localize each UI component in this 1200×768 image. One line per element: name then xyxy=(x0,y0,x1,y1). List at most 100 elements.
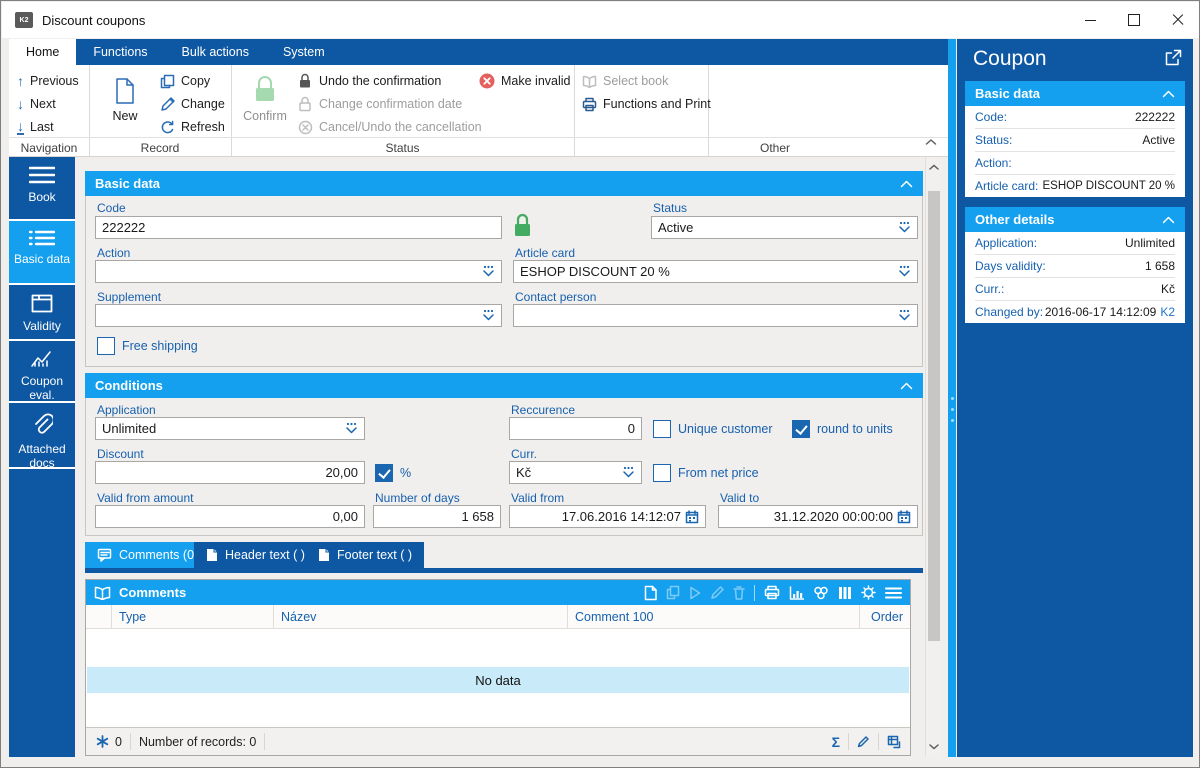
calendar-icon[interactable] xyxy=(685,509,699,524)
new-record-icon[interactable] xyxy=(644,585,657,601)
discount-field[interactable]: 20,00 xyxy=(95,461,365,484)
select-book-button[interactable]: Select book xyxy=(581,70,668,92)
chevron-up-icon[interactable] xyxy=(900,180,913,188)
grid-menu-icon[interactable] xyxy=(885,587,902,599)
gears-icon[interactable] xyxy=(813,586,829,600)
footer-separator xyxy=(264,733,266,750)
sum-icon[interactable]: Σ xyxy=(831,733,840,750)
printer-icon xyxy=(581,96,597,112)
dropdown-icon[interactable] xyxy=(345,422,358,435)
previous-button[interactable]: ↑ Previous xyxy=(17,73,79,89)
panel-basic-data-header[interactable]: Basic data xyxy=(965,81,1185,106)
columns-icon[interactable] xyxy=(838,586,852,600)
make-invalid-button[interactable]: Make invalid xyxy=(479,70,570,92)
edit-record-icon[interactable] xyxy=(710,585,724,600)
grid-settings-icon[interactable] xyxy=(861,585,876,600)
new-document-icon xyxy=(114,69,136,105)
valid-from-amount-field[interactable]: 0,00 xyxy=(95,505,365,528)
sidebar-item-basic-data[interactable]: Basic data xyxy=(9,221,75,285)
chevron-up-icon[interactable] xyxy=(1162,90,1175,98)
vertical-scrollbar[interactable] xyxy=(925,157,941,757)
code-field[interactable]: 222222 xyxy=(95,216,502,239)
run-icon[interactable] xyxy=(689,586,701,600)
arrow-up-icon: ↑ xyxy=(17,73,24,89)
cancel-undo-cancellation-button[interactable]: Cancel/Undo the cancellation xyxy=(297,116,482,138)
dropdown-icon[interactable] xyxy=(898,265,911,278)
column-nazev[interactable]: Název xyxy=(274,605,568,628)
last-button[interactable]: ↓ Last xyxy=(17,118,54,135)
tab-home[interactable]: Home xyxy=(9,39,77,65)
copy-button[interactable]: Copy xyxy=(159,70,210,92)
ribbon: ↑ Previous ↓ Next ↓ Last Navigation New … xyxy=(9,65,948,157)
tab-comments[interactable]: Comments (0) xyxy=(85,542,211,568)
tab-system[interactable]: System xyxy=(282,45,325,59)
calendar-icon[interactable] xyxy=(897,509,911,524)
panel-splitter[interactable] xyxy=(948,39,956,757)
sidebar-item-validity[interactable]: Validity xyxy=(9,285,75,341)
scrollbar-thumb[interactable] xyxy=(928,191,940,641)
print-icon[interactable] xyxy=(764,585,780,600)
tab-bulk-actions[interactable]: Bulk actions xyxy=(181,45,249,59)
discount-label: Discount xyxy=(97,447,144,461)
round-to-units-checkbox[interactable]: round to units xyxy=(792,420,893,438)
dropdown-icon[interactable] xyxy=(482,265,495,278)
supplement-dropdown[interactable] xyxy=(95,304,502,327)
open-in-window-icon[interactable] xyxy=(1165,49,1182,66)
free-shipping-checkbox[interactable]: Free shipping xyxy=(97,337,198,355)
edit-cell-icon[interactable] xyxy=(857,735,870,748)
column-type[interactable]: Type xyxy=(112,605,274,628)
changed-by-user-link[interactable]: K2 xyxy=(1160,305,1175,319)
undo-confirmation-button[interactable]: Undo the confirmation xyxy=(297,70,441,92)
chevron-up-icon[interactable] xyxy=(1162,216,1175,224)
copy-grid-icon[interactable] xyxy=(887,735,902,749)
action-label: Action xyxy=(97,246,131,260)
tab-functions[interactable]: Functions xyxy=(93,45,148,59)
status-dropdown[interactable]: Active xyxy=(651,216,918,239)
from-net-price-checkbox[interactable]: From net price xyxy=(653,464,759,482)
reccurence-field[interactable]: 0 xyxy=(509,417,642,440)
number-of-days-field[interactable]: 1 658 xyxy=(373,505,501,528)
maximize-button[interactable] xyxy=(1112,2,1156,38)
next-button[interactable]: ↓ Next xyxy=(17,96,56,112)
chart-icon[interactable] xyxy=(789,585,804,600)
confirm-button[interactable]: Confirm xyxy=(237,69,293,135)
percent-checkbox[interactable]: % xyxy=(375,464,411,482)
tab-footer-text[interactable]: Footer text ( ) xyxy=(306,542,425,568)
sidebar-item-book[interactable]: Book xyxy=(9,157,75,221)
change-button[interactable]: Change xyxy=(159,93,225,115)
column-order[interactable]: Order xyxy=(871,609,903,624)
column-comment-100[interactable]: Comment 100 xyxy=(568,605,860,628)
action-dropdown[interactable] xyxy=(95,260,502,283)
sidebar-item-coupon-eval[interactable]: Coupon eval. xyxy=(9,341,75,403)
scroll-up-icon[interactable] xyxy=(926,159,942,175)
panel-other-details-header[interactable]: Other details xyxy=(965,207,1185,232)
article-card-dropdown[interactable]: ESHOP DISCOUNT 20 % xyxy=(513,260,918,283)
section-basic-data-header[interactable]: Basic data xyxy=(85,171,923,196)
change-confirmation-date-button[interactable]: Change confirmation date xyxy=(297,93,462,115)
application-dropdown[interactable]: Unlimited xyxy=(95,417,365,440)
chevron-up-icon[interactable] xyxy=(900,382,913,390)
collapse-ribbon-button[interactable] xyxy=(925,138,937,146)
dropdown-icon[interactable] xyxy=(898,221,911,234)
new-button[interactable]: New xyxy=(97,69,153,135)
scroll-down-icon[interactable] xyxy=(926,739,942,755)
sidebar-item-attached-docs[interactable]: Attached docs xyxy=(9,403,75,470)
valid-from-field[interactable]: 17.06.2016 14:12:07 xyxy=(509,505,706,528)
unique-customer-checkbox[interactable]: Unique customer xyxy=(653,420,773,438)
contact-person-dropdown[interactable] xyxy=(513,304,918,327)
refresh-button[interactable]: Refresh xyxy=(159,116,225,138)
curr-dropdown[interactable]: Kč xyxy=(509,461,642,484)
section-conditions-header[interactable]: Conditions xyxy=(85,373,923,398)
splitter-dot xyxy=(950,397,954,400)
dropdown-icon[interactable] xyxy=(482,309,495,322)
copy-record-icon[interactable] xyxy=(666,585,680,600)
close-button[interactable] xyxy=(1156,2,1199,38)
dropdown-icon[interactable] xyxy=(898,309,911,322)
panel-row: Status: Active xyxy=(975,129,1175,152)
minimize-button[interactable] xyxy=(1068,2,1112,38)
valid-to-field[interactable]: 31.12.2020 00:00:00 xyxy=(718,505,918,528)
delete-record-icon[interactable] xyxy=(733,585,745,600)
dropdown-icon[interactable] xyxy=(622,466,635,479)
functions-and-print-button[interactable]: Functions and Print xyxy=(581,93,711,115)
tab-header-text[interactable]: Header text ( ) xyxy=(194,542,317,568)
